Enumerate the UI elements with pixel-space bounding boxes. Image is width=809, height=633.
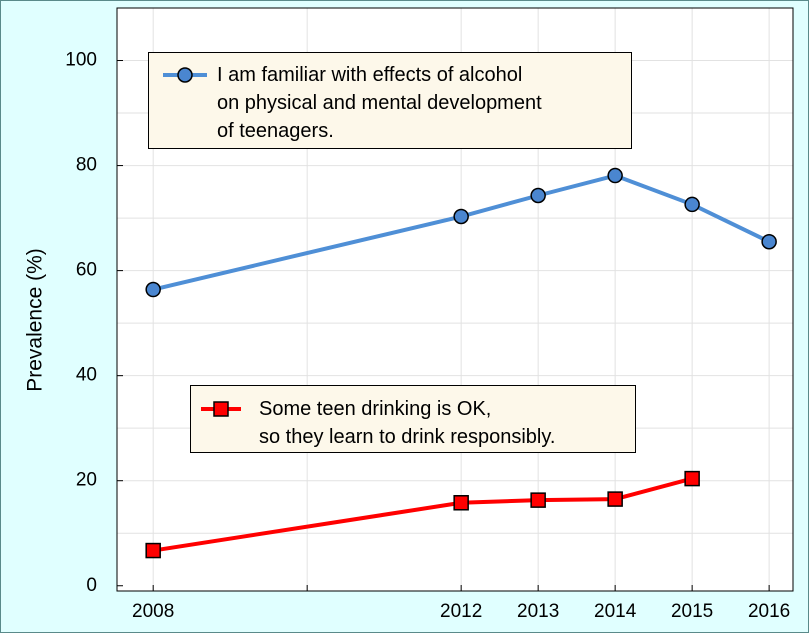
legend-key	[163, 67, 207, 83]
y-tick-label: 0	[86, 575, 97, 596]
marker	[684, 470, 700, 487]
marker	[684, 196, 700, 213]
legend: Some teen drinking is OK, so they learn …	[190, 385, 636, 453]
legend-label: I am familiar with effects of alcohol on…	[217, 64, 542, 142]
legend-key	[201, 401, 241, 417]
x-tick-label: 2012	[440, 601, 482, 622]
y-tick-label: 20	[76, 470, 97, 491]
x-tick-label: 2015	[671, 601, 713, 622]
legend-label: Some teen drinking is OK, so they learn …	[259, 398, 556, 448]
marker	[177, 67, 193, 83]
plot-border	[116, 7, 794, 592]
legend: I am familiar with effects of alcohol on…	[148, 52, 632, 149]
marker	[213, 401, 229, 417]
y-tick-label: 40	[76, 365, 97, 386]
marker	[607, 491, 623, 507]
marker	[453, 208, 469, 225]
series-line	[152, 173, 771, 292]
x-tick-label: 2013	[517, 601, 559, 622]
x-tick-label: 2016	[748, 601, 790, 622]
y-tick-label: 100	[65, 50, 97, 71]
y-tick-label: 80	[76, 155, 97, 176]
marker	[530, 492, 546, 508]
marker	[761, 233, 777, 250]
marker	[530, 187, 546, 204]
x-tick-label: 2008	[132, 601, 174, 622]
y-tick-label: 60	[76, 260, 97, 281]
marker	[145, 281, 161, 298]
y-axis-label: Prevalence (%)	[24, 248, 47, 392]
marker	[607, 167, 623, 184]
x-tick-label: 2014	[594, 601, 637, 622]
marker	[453, 495, 469, 511]
marker	[145, 542, 161, 559]
